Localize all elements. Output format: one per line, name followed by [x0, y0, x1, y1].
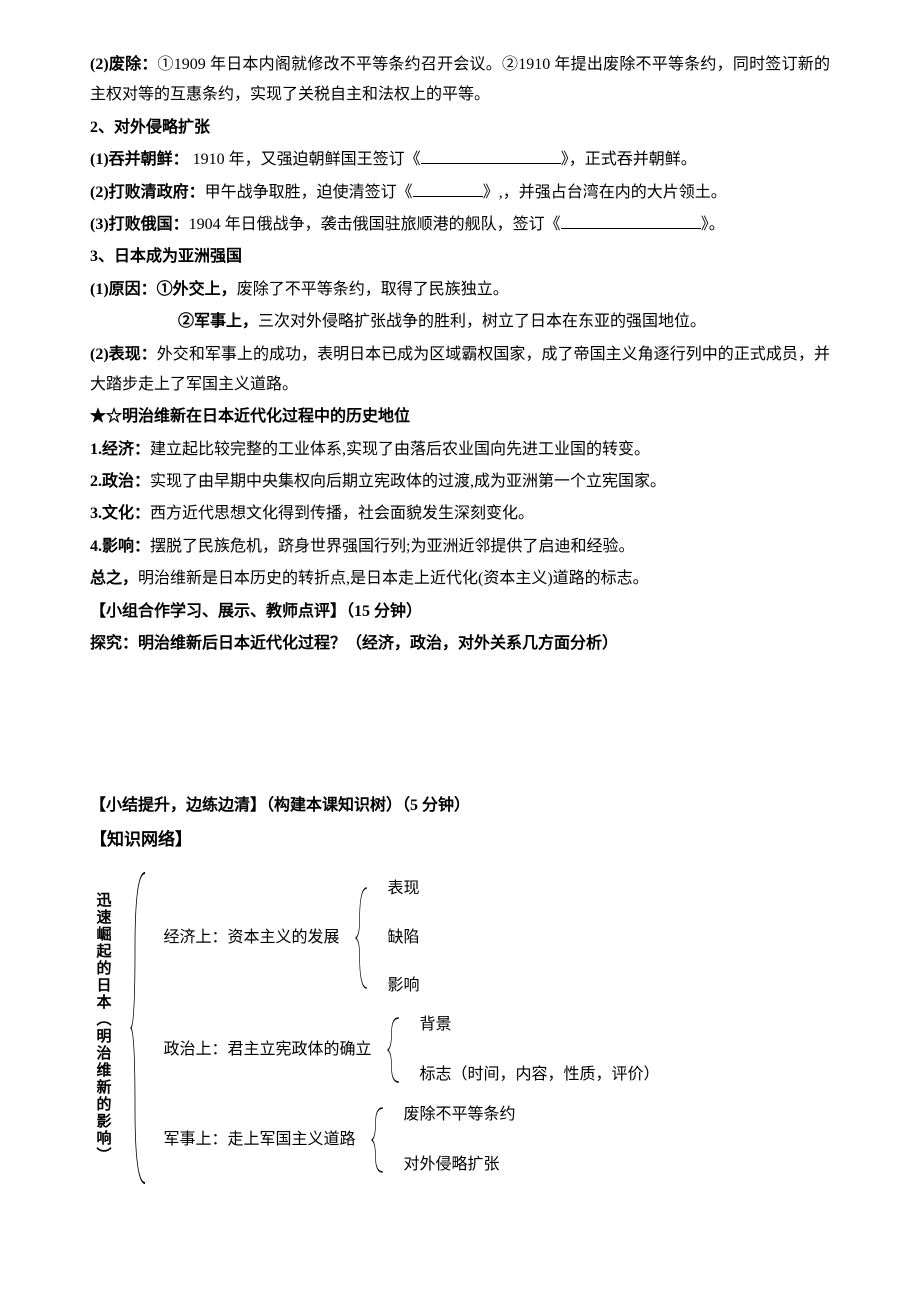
text-pre: 1910 年，又强迫朝鲜国王签订《 [189, 151, 421, 168]
heading-star: ★☆明治维新在日本近代化过程中的历史地位 [90, 402, 830, 432]
text: 西方近代思想文化得到传播，社会面貌发生深刻变化。 [150, 505, 534, 522]
tree-leaf: 缺陷 [388, 923, 420, 953]
label: 4.影响： [90, 538, 150, 555]
sub-label: ①外交上， [157, 281, 237, 298]
label: (3)打败俄国： [90, 216, 189, 233]
list-politics: 2.政治：实现了由早期中央集权向后期立宪政体的过渡,成为亚洲第一个立宪国家。 [90, 467, 830, 497]
group-title: 【小组合作学习、展示、教师点评】（15 分钟） [90, 597, 830, 627]
text: 外交和军事上的成功，表明日本已成为区域霸权国家，成了帝国主义角逐行列中的正式成员… [90, 346, 830, 393]
text: 实现了由早期中央集权向后期立宪政体的过渡,成为亚洲第一个立宪国家。 [150, 473, 666, 490]
list-influence: 4.影响：摆脱了民族危机，跻身世界强国行列;为亚洲近邻提供了启迪和经验。 [90, 532, 830, 562]
tree-branch-label: 经济上：资本主义的发展 [164, 923, 340, 953]
text-post: 》。 [701, 216, 725, 233]
text-pre: 甲午战争取胜，迫使清签订《 [205, 184, 413, 201]
tree-root-label: 迅速崛起的日本（明治维新的影响） [90, 864, 114, 1191]
blank-input[interactable] [421, 148, 561, 164]
label: (1)吞并朝鲜： [90, 151, 189, 168]
item-reason-2: ②军事上，三次对外侵略扩张战争的胜利，树立了日本在东亚的强国地位。 [90, 307, 830, 337]
text: 废除了不平等条约，取得了民族独立。 [237, 281, 509, 298]
label: (1)原因： [90, 281, 157, 298]
item-russia: (3)打败俄国：1904 年日俄战争，袭击俄国驻旅顺港的舰队，签订《 》。 [90, 210, 830, 240]
tree-sub-items: 背景标志（时间，内容，性质，评价） [414, 1005, 660, 1095]
group-question: 探究：明治维新后日本近代化过程？（经济，政治，对外关系几方面分析） [90, 629, 830, 659]
tree-rows: 经济上：资本主义的发展 表现缺陷影响政治上：君主立宪政体的确立 背景标志（时间，内容… [164, 864, 660, 1191]
tree-row: 政治上：君主立宪政体的确立 背景标志（时间，内容，性质，评价） [164, 1005, 660, 1095]
text-mid: 》,，并强占台湾在内的大片领土。 [483, 184, 727, 201]
brace-icon [386, 1014, 402, 1086]
text: 摆脱了民族危机，跻身世界强国行列;为亚洲近邻提供了启迪和经验。 [150, 538, 634, 555]
text: ①1909 年日本内阁就修改不平等条约召开会议。②1910 年提出废除不平等条约… [90, 56, 830, 103]
item-reason-1: (1)原因：①外交上，废除了不平等条约，取得了民族独立。 [90, 275, 830, 305]
text-pre: 1904 年日俄战争，袭击俄国驻旅顺港的舰队，签订《 [189, 216, 561, 233]
tree-leaf: 表现 [388, 874, 420, 904]
label: (2)表现： [90, 346, 157, 363]
tree-sub-items: 表现缺陷影响 [382, 870, 420, 1005]
text: 明治维新是日本历史的转折点,是日本走上近代化(资本主义)道路的标志。 [138, 570, 649, 587]
net-title: 【知识网络】 [90, 824, 830, 856]
text-post: 》，正式吞并朝鲜。 [561, 151, 697, 168]
paragraph-abolish: (2)废除：①1909 年日本内阁就修改不平等条约召开会议。②1910 年提出废… [90, 50, 830, 111]
list-economy: 1.经济：建立起比较完整的工业体系,实现了由落后农业国向先进工业国的转变。 [90, 435, 830, 465]
summary-text: 【小结提升，边练边清】（构建本课知识树）（5 分钟） [90, 797, 470, 814]
tree-leaf: 废除不平等条约 [404, 1100, 516, 1130]
label: (2)废除： [90, 56, 158, 73]
heading-3: 3、日本成为亚洲强国 [90, 242, 830, 272]
tree-leaf: 对外侵略扩张 [404, 1150, 516, 1180]
tree-branch-label: 军事上：走上军国主义道路 [164, 1125, 356, 1155]
label: 3.文化： [90, 505, 150, 522]
tree-branch-label: 政治上：君主立宪政体的确立 [164, 1035, 372, 1065]
label: 总之， [90, 570, 138, 587]
label: 1.经济： [90, 441, 150, 458]
blank-space [90, 661, 830, 791]
tree-leaf: 影响 [388, 971, 420, 1001]
brace-icon [370, 1104, 386, 1176]
tree-leaf: 标志（时间，内容，性质，评价） [420, 1060, 660, 1090]
tree-leaf: 背景 [420, 1010, 660, 1040]
knowledge-tree: 迅速崛起的日本（明治维新的影响） 经济上：资本主义的发展 表现缺陷影响政治上：君主… [90, 864, 830, 1191]
item-korea: (1)吞并朝鲜： 1910 年，又强迫朝鲜国王签订《 》，正式吞并朝鲜。 [90, 145, 830, 175]
list-culture: 3.文化：西方近代思想文化得到传播，社会面貌发生深刻变化。 [90, 499, 830, 529]
blank-input[interactable] [561, 213, 701, 229]
item-manifest: (2)表现：外交和军事上的成功，表明日本已成为区域霸权国家，成了帝国主义角逐行列… [90, 340, 830, 401]
text: 建立起比较完整的工业体系,实现了由落后农业国向先进工业国的转变。 [150, 441, 650, 458]
brace-icon [354, 884, 370, 992]
summary-heading: 【小结提升，边练边清】（构建本课知识树）（5 分钟） [90, 791, 830, 821]
brace-icon [129, 864, 149, 1191]
heading-2: 2、对外侵略扩张 [90, 113, 830, 143]
tree-row: 军事上：走上军国主义道路 废除不平等条约对外侵略扩张 [164, 1095, 660, 1185]
text: 三次对外侵略扩张战争的胜利，树立了日本在东亚的强国地位。 [258, 313, 706, 330]
tree-row: 经济上：资本主义的发展 表现缺陷影响 [164, 870, 660, 1005]
label: (2)打败清政府： [90, 184, 205, 201]
sub-label: ②军事上， [178, 313, 258, 330]
item-qing: (2)打败清政府：甲午战争取胜，迫使清签订《 》,，并强占台湾在内的大片领土。 [90, 178, 830, 208]
label: 2.政治： [90, 473, 150, 490]
list-summary: 总之，明治维新是日本历史的转折点,是日本走上近代化(资本主义)道路的标志。 [90, 564, 830, 594]
blank-input[interactable] [413, 181, 483, 197]
tree-sub-items: 废除不平等条约对外侵略扩张 [398, 1095, 516, 1185]
